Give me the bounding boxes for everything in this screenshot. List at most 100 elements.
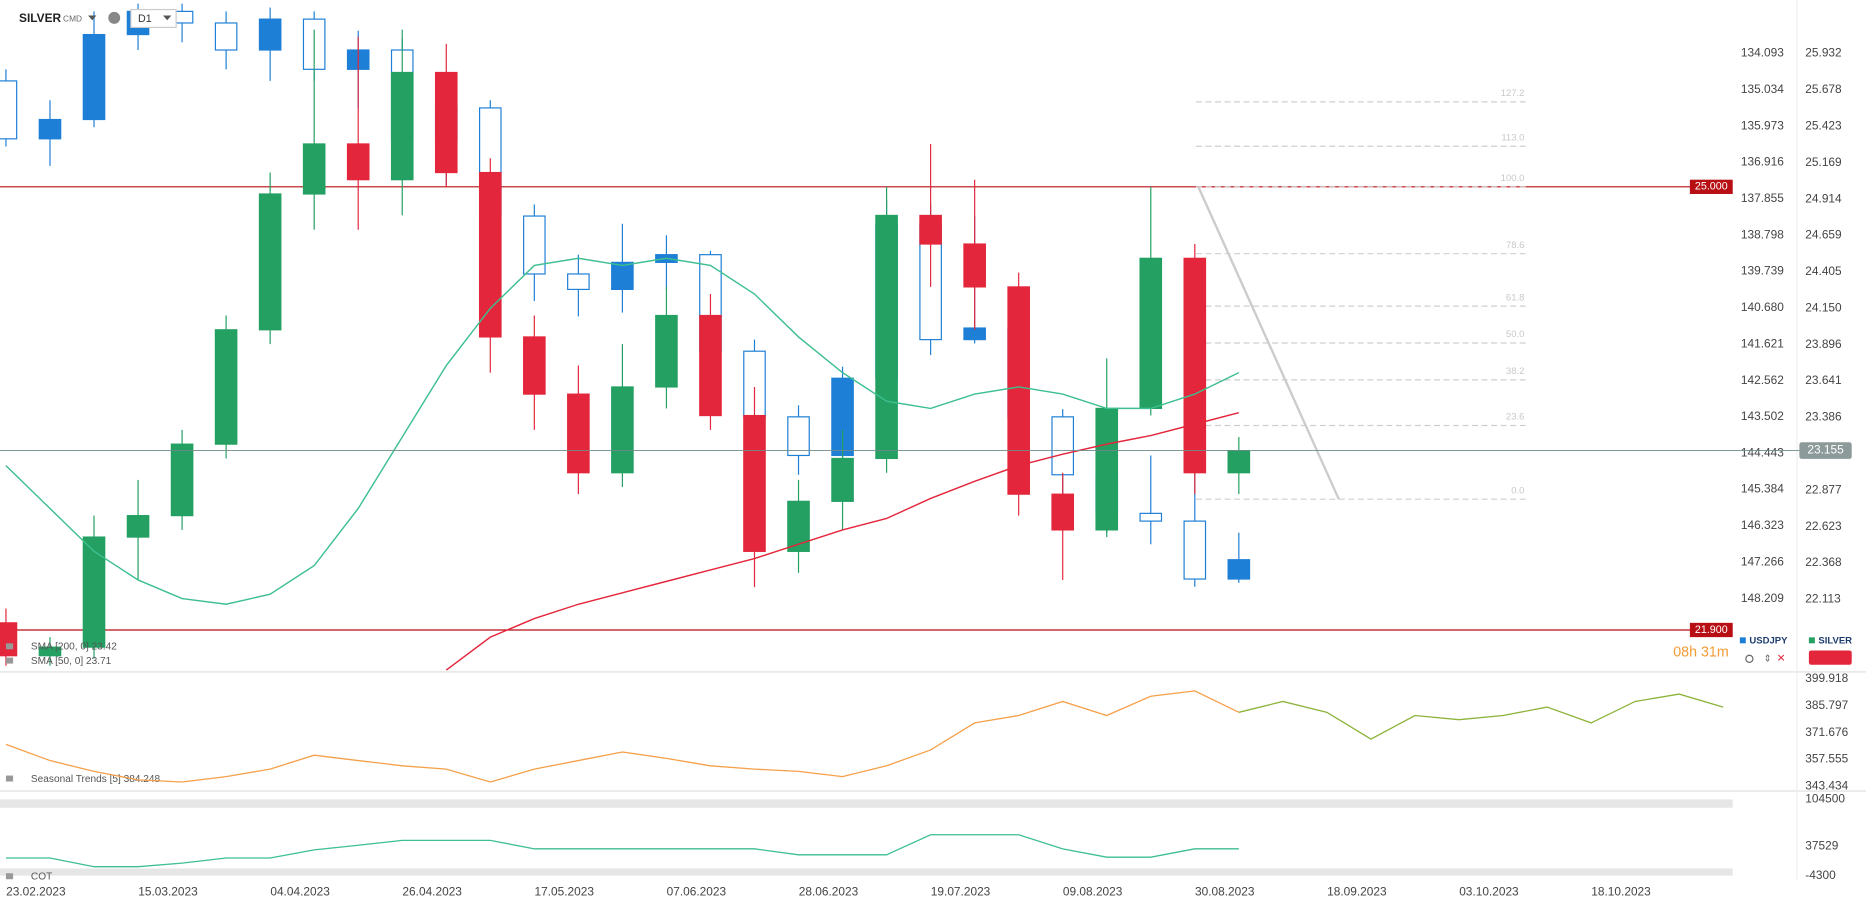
level-tag	[1689, 622, 1733, 638]
candle-body	[611, 386, 634, 474]
last-price-tag	[1799, 442, 1852, 459]
usdjpy-tick-label: 137.855	[1741, 191, 1784, 205]
pane-tick-label: 357.555	[1805, 752, 1848, 766]
fib-label: 127.2	[1501, 88, 1525, 99]
candle-body	[787, 416, 810, 457]
silver-tick-label: 22.877	[1805, 482, 1842, 496]
candle-body	[567, 273, 590, 291]
usdjpy-tick-label: 144.443	[1741, 445, 1784, 459]
legend-label: SILVER	[1818, 635, 1852, 646]
pane-icon	[5, 775, 14, 782]
usdjpy-tick-label: 140.680	[1741, 300, 1784, 314]
candle-body	[831, 457, 854, 502]
sma-line	[5, 257, 1240, 605]
usdjpy-tick-label: 135.034	[1741, 82, 1784, 96]
candle-body	[214, 329, 238, 445]
candle-body	[302, 143, 326, 195]
fib-label: 78.6	[1506, 240, 1525, 251]
candle-body	[346, 143, 370, 181]
interval-select[interactable]	[130, 8, 177, 28]
pane: 127.2 113.0 100.0 78.6 61.8 50.0 38.2 23.6 0.0	[0, 3, 1733, 671]
candle-body	[214, 22, 238, 51]
date-label: 26.04.2023	[402, 884, 462, 898]
pane-icon	[5, 873, 14, 880]
layers: 127.2113.0100.078.661.850.038.223.60.025…	[0, 3, 1852, 898]
fib-label: 38.2	[1506, 366, 1525, 377]
candle-body	[1007, 286, 1030, 495]
candle-body	[170, 443, 194, 517]
usdjpy-tick-label: 139.739	[1741, 264, 1784, 278]
usdjpy-tick-label: 142.562	[1741, 373, 1784, 387]
legend-swatch	[1739, 637, 1746, 644]
pane: 25.932 25.678 25.423 25.169 24.914 24.659 24.4…	[0, 46, 1852, 898]
fib-label: 23.6	[1506, 412, 1525, 423]
eye-icon[interactable]	[1745, 654, 1754, 663]
usdjpy-tick-label: 143.502	[1741, 409, 1784, 423]
date-label: 30.08.2023	[1195, 884, 1255, 898]
candle-body	[82, 536, 106, 648]
candle-body	[258, 18, 282, 51]
date-label: 18.09.2023	[1327, 884, 1387, 898]
fib-label: 113.0	[1501, 132, 1524, 143]
candle-body	[1227, 449, 1251, 474]
close-icon[interactable]: ✕	[1777, 653, 1786, 665]
date-label: 15.03.2023	[138, 884, 198, 898]
indicator-icon	[5, 643, 14, 650]
pane-band	[0, 868, 1733, 876]
candle-body	[567, 393, 590, 474]
date-label: 07.06.2023	[667, 884, 727, 898]
pane-title: Seasonal Trends [5] 384.248	[31, 774, 161, 785]
candle-body	[1139, 512, 1163, 522]
silver-controls[interactable]	[1808, 650, 1852, 665]
interval-arrow	[163, 15, 172, 21]
candle-body	[875, 214, 898, 460]
candle-body	[1227, 559, 1251, 580]
legend-icons: ⇕ ✕	[1745, 650, 1852, 665]
candle-body	[1183, 520, 1207, 580]
pane-tick-label: 104500	[1805, 792, 1845, 806]
fib-label: 50.0	[1506, 329, 1525, 340]
sma-line	[445, 411, 1240, 671]
candle-body	[38, 118, 62, 140]
fib-label: 100.0	[1501, 173, 1525, 184]
fib-trend-line	[1197, 186, 1340, 500]
move-icon[interactable]: ⇕	[1764, 653, 1772, 664]
candle-body	[743, 414, 766, 552]
usdjpy-tick-label: 138.798	[1741, 227, 1784, 241]
candle-body	[523, 215, 546, 275]
silver-tick-label: 22.368	[1805, 555, 1842, 569]
toolbar: SILVER CMD D1	[19, 8, 177, 28]
date-label: 28.06.2023	[799, 884, 859, 898]
pane-tick-label: 399.918	[1805, 671, 1848, 685]
silver-tick-label: 24.150	[1805, 300, 1842, 314]
level-label: 21.900	[1695, 624, 1728, 636]
pane-tick-label: -4300	[1805, 868, 1836, 882]
pane-tick-label: 343.434	[1805, 778, 1848, 792]
info-icon[interactable]	[108, 11, 121, 24]
usdjpy-tick-label: 146.323	[1741, 518, 1784, 532]
candle-body	[82, 33, 106, 121]
date-label: 09.08.2023	[1063, 884, 1123, 898]
candle-timer: 08h 31m	[1673, 645, 1729, 661]
candle-body	[787, 500, 810, 552]
symbol[interactable]: SILVER	[19, 11, 61, 25]
fib-label: 0.0	[1511, 485, 1524, 496]
pane	[5, 834, 1239, 868]
silver-tick-label: 25.423	[1805, 119, 1842, 133]
silver-tick-label: 22.623	[1805, 519, 1842, 533]
candle-body	[258, 193, 282, 331]
symbol-dropdown[interactable]	[88, 15, 97, 21]
candle-body	[1095, 407, 1119, 531]
candle-body	[523, 336, 546, 395]
pane-band	[0, 799, 1733, 808]
interval[interactable]: D1	[138, 13, 152, 25]
pane-line	[5, 834, 1239, 868]
usdjpy-tick-label: 136.916	[1741, 155, 1784, 169]
usdjpy-tick-label: 141.621	[1741, 336, 1784, 350]
date-label: 17.05.2023	[535, 884, 595, 898]
candle-body	[0, 622, 18, 657]
date-label: 18.10.2023	[1591, 884, 1651, 898]
candle-body	[611, 261, 634, 291]
